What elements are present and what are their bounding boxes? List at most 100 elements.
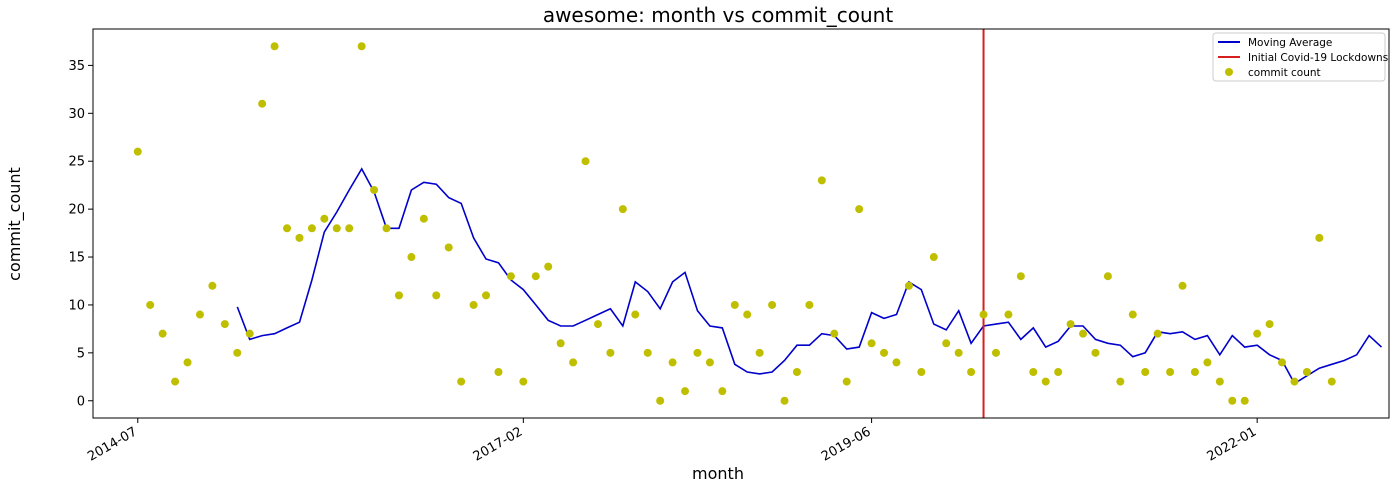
y-tick-label: 5 xyxy=(77,346,85,361)
commit-count-point xyxy=(1166,368,1175,377)
commit-count-point xyxy=(469,300,478,309)
commit-count-point xyxy=(494,368,503,377)
commit-count-point xyxy=(1141,368,1150,377)
commit-count-point xyxy=(158,329,167,338)
commit-count-point xyxy=(1265,320,1274,329)
commit-count-point xyxy=(1215,377,1224,386)
commit-count-point xyxy=(1016,272,1025,281)
x-tick-label: 2019-06 xyxy=(819,424,874,464)
commit-count-point xyxy=(1302,368,1311,377)
commit-count-point xyxy=(146,300,155,309)
y-tick-label: 25 xyxy=(68,155,85,170)
legend-commit-count-swatch xyxy=(1225,68,1233,76)
commit-count-point xyxy=(606,348,615,357)
commit-count-point xyxy=(419,214,428,223)
y-tick-label: 20 xyxy=(68,203,85,218)
commit-count-point xyxy=(1278,358,1287,367)
commit-count-point xyxy=(407,253,416,262)
legend: Moving Average Initial Covid-19 Lockdowns… xyxy=(1212,32,1388,82)
plot-frame xyxy=(92,28,1390,419)
commit-count-point xyxy=(954,348,963,357)
y-axis-ticks: 0 5 10 15 20 25 30 35 xyxy=(68,59,93,409)
commit-count-point xyxy=(1203,358,1212,367)
y-tick-label: 35 xyxy=(68,59,85,74)
commit-count-point xyxy=(283,224,292,233)
y-tick-label: 0 xyxy=(77,394,85,409)
commit-count-point xyxy=(519,377,528,386)
commit-count-point xyxy=(1004,310,1013,319)
x-tick-label: 2014-07 xyxy=(85,424,140,464)
commit-count-point xyxy=(631,310,640,319)
commit-count-point xyxy=(942,339,951,348)
commit-count-point xyxy=(569,358,578,367)
commit-count-point xyxy=(1327,377,1336,386)
commit-count-point xyxy=(556,339,565,348)
commit-count-point xyxy=(880,348,889,357)
commit-count-point xyxy=(991,348,1000,357)
commit-count-point xyxy=(444,243,453,252)
commit-count-point xyxy=(208,281,217,290)
commit-count-point xyxy=(755,348,764,357)
plot-marks xyxy=(133,29,1383,418)
commit-count-point xyxy=(830,329,839,338)
commit-count-point xyxy=(1240,396,1249,405)
commit-count-point xyxy=(743,310,752,319)
commit-count-point xyxy=(1128,310,1137,319)
plot-background xyxy=(93,29,1389,418)
x-axis-label: month xyxy=(692,464,744,483)
commit-count-point xyxy=(506,272,515,281)
commit-count-point xyxy=(618,205,627,214)
commit-count-point xyxy=(1253,329,1262,338)
commit-count-point xyxy=(1190,368,1199,377)
legend-moving-average-label: Moving Average xyxy=(1248,37,1332,49)
commit-count-point xyxy=(432,291,441,300)
commit-count-point xyxy=(1290,377,1299,386)
commit-count-point xyxy=(1054,368,1063,377)
commit-count-point xyxy=(1091,348,1100,357)
commit-count-point xyxy=(643,348,652,357)
commit-count-point xyxy=(307,224,316,233)
commit-count-point xyxy=(295,233,304,242)
commit-count-point xyxy=(357,42,366,51)
commit-count-point xyxy=(693,348,702,357)
commit-count-point xyxy=(233,348,242,357)
commit-count-point xyxy=(817,176,826,185)
commit-count-point xyxy=(929,253,938,262)
commit-count-point xyxy=(581,157,590,166)
commit-count-point xyxy=(457,377,466,386)
legend-box xyxy=(1212,32,1386,82)
commit-count-point xyxy=(245,329,254,338)
commit-count-point xyxy=(332,224,341,233)
x-tick-label: 2017-02 xyxy=(471,424,526,464)
commit-count-point xyxy=(1315,233,1324,242)
commit-count-point xyxy=(867,339,876,348)
commit-count-point xyxy=(320,214,329,223)
commit-count-point xyxy=(270,42,279,51)
commit-count-point xyxy=(370,185,379,194)
commit-count-point xyxy=(668,358,677,367)
commit-count-point xyxy=(183,358,192,367)
commit-count-point xyxy=(531,272,540,281)
commit-count-point xyxy=(718,387,727,396)
commit-count-point xyxy=(979,310,988,319)
legend-covid-lockdowns-label: Initial Covid-19 Lockdowns xyxy=(1248,52,1388,64)
commit-count-point xyxy=(1116,377,1125,386)
commit-count-point xyxy=(258,99,267,108)
commit-count-point xyxy=(593,320,602,329)
moving-average-line xyxy=(236,167,1383,385)
legend-commit-count-label: commit count xyxy=(1248,67,1321,79)
commit-count-point xyxy=(345,224,354,233)
commit-count-point xyxy=(904,281,913,290)
x-axis-ticks: 2014-07 2017-02 2019-06 2022-01 xyxy=(85,418,1259,465)
commit-count-point xyxy=(195,310,204,319)
commit-count-point xyxy=(220,320,229,329)
commit-count-point xyxy=(394,291,403,300)
commit-count-point xyxy=(892,358,901,367)
y-tick-label: 15 xyxy=(68,251,85,266)
y-axis-label: commit_count xyxy=(5,167,25,281)
commit-count-point xyxy=(133,147,142,156)
commit-count-point xyxy=(730,300,739,309)
commit-count-point xyxy=(1041,377,1050,386)
commit-count-point xyxy=(768,300,777,309)
